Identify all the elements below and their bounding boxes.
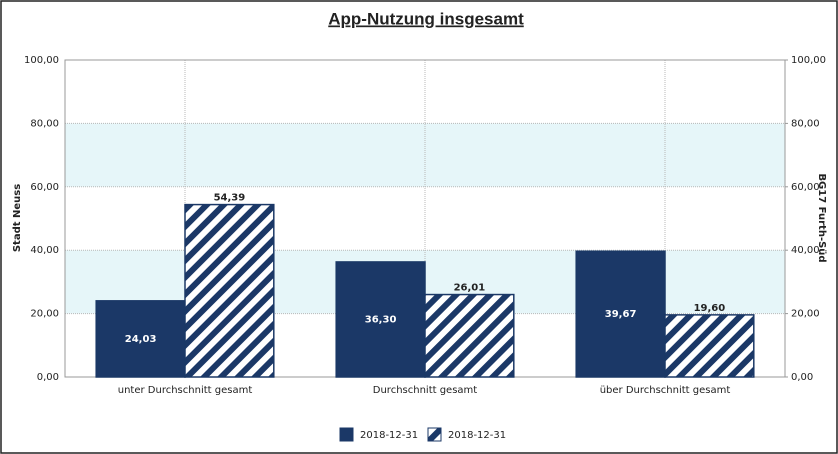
y-tick-label: 100,00 [24,55,59,66]
y-tick-label: 60,00 [30,182,59,193]
y-tick-label: 80,00 [30,118,59,129]
bar [424,293,515,378]
bar [184,203,275,378]
y2-tick-label: 60,00 [791,182,820,193]
legend-swatch [339,427,354,442]
y-tick-label: 0,00 [37,372,59,383]
legend-swatch [427,427,442,442]
legend-label: 2018-12-31 [448,430,506,441]
data-label: 26,01 [454,283,486,294]
y-tick-label: 20,00 [30,309,59,320]
y2-tick-label: 100,00 [791,55,826,66]
data-label: 39,67 [605,309,637,320]
y2-tick-label: 80,00 [791,118,820,129]
y-axis-title: Stadt Neuss [12,184,23,252]
y2-tick-label: 20,00 [791,309,820,320]
data-label: 36,30 [365,314,397,325]
y2-axis-title: BG17 Furth-Süd [816,173,827,262]
y2-tick-label: 40,00 [791,245,820,256]
data-label: 24,03 [125,334,157,345]
data-label: 54,39 [214,193,246,204]
bar [575,250,666,378]
y2-tick-label: 0,00 [791,372,813,383]
legend-label: 2018-12-31 [360,430,418,441]
data-label: 19,60 [694,303,726,314]
x-tick-label: über Durchschnitt gesamt [600,385,731,396]
bar [664,314,755,378]
x-tick-label: Durchschnitt gesamt [373,385,478,396]
chart-title: App-Nutzung insgesamt [328,9,524,28]
x-tick-label: unter Durchschnitt gesamt [118,385,253,396]
y-tick-label: 40,00 [30,245,59,256]
